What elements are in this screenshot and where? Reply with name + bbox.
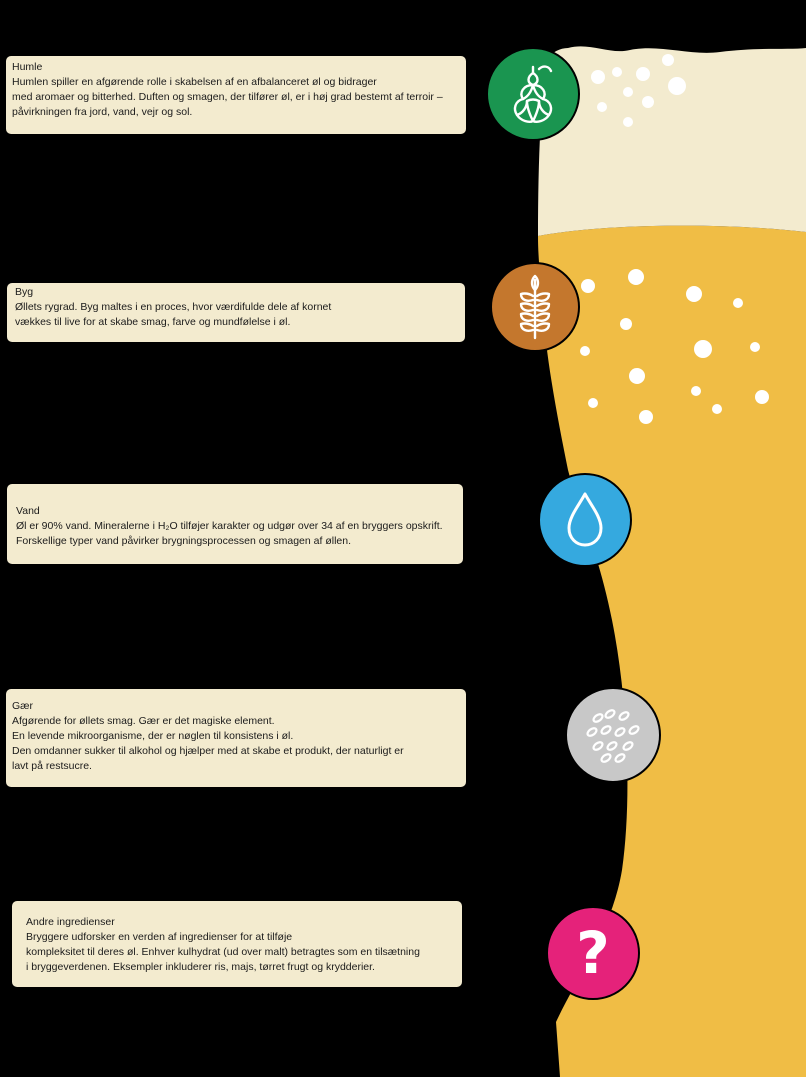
bubble	[612, 67, 622, 77]
card-line: Afgørende for øllets smag. Gær er det ma…	[12, 715, 275, 727]
card-line: lavt på restsucre.	[12, 760, 92, 772]
wheat-icon	[490, 262, 580, 352]
card-other: Andre ingredienser Bryggere udforsker en…	[12, 901, 462, 987]
card-title: Gær	[12, 700, 33, 712]
bubble	[639, 410, 653, 424]
bubble	[581, 279, 595, 293]
card-line: påvirkningen fra jord, vand, vejr og sol…	[12, 106, 193, 118]
card-line: vækkes til live for at skabe smag, farve…	[15, 316, 291, 328]
bubble	[662, 54, 674, 66]
bubble	[712, 404, 722, 414]
bubble	[591, 70, 605, 84]
card-hops: Humle Humlen spiller en afgørende rolle …	[6, 56, 466, 134]
question-mark-glyph: ?	[576, 919, 610, 987]
bubble	[733, 298, 743, 308]
bubble	[628, 269, 644, 285]
bubble-group	[580, 54, 769, 424]
card-line: Bryggere udforsker en verden af ingredie…	[26, 931, 293, 943]
bubble	[636, 67, 650, 81]
bubble	[623, 87, 633, 97]
bubble	[620, 318, 632, 330]
bubble	[686, 286, 702, 302]
bubble	[580, 346, 590, 356]
bubble	[597, 102, 607, 112]
beer-liquid	[538, 225, 806, 1077]
card-line: Den omdanner sukker til alkohol og hjælp…	[12, 745, 404, 757]
card-line: Forskellige typer vand påvirker brygning…	[16, 535, 352, 547]
card-water: Vand Øl er 90% vand. Mineralerne i H₂O t…	[7, 484, 463, 564]
bubble	[755, 390, 769, 404]
bubble	[588, 398, 598, 408]
bubble	[629, 368, 645, 384]
card-line: En levende mikroorganisme, der er nøglen…	[12, 730, 294, 742]
card-title: Andre ingredienser	[26, 916, 115, 928]
card-barley: Byg Øllets rygrad. Byg maltes i en proce…	[7, 283, 465, 342]
beer-foam	[538, 46, 806, 237]
bubble	[642, 96, 654, 108]
card-title: Humle	[12, 61, 43, 73]
card-line: Øl er 90% vand. Mineralerne i H₂O tilføj…	[16, 520, 443, 532]
card-title: Vand	[16, 505, 40, 517]
card-line: i bryggeverdenen. Eksempler inkluderer r…	[26, 961, 375, 973]
bubble	[668, 77, 686, 95]
bubble	[694, 340, 712, 358]
card-line: Øllets rygrad. Byg maltes i en proces, h…	[15, 301, 332, 313]
water-drop-icon	[538, 473, 632, 567]
yeast-icon	[565, 687, 661, 783]
hop-icon	[486, 47, 580, 141]
question-mark-icon: ?	[546, 906, 640, 1000]
card-line: kompleksitet til deres øl. Enhver kulhyd…	[26, 946, 420, 958]
card-line: med aromaer og bitterhed. Duften og smag…	[12, 91, 443, 103]
card-title: Byg	[15, 286, 34, 298]
bubble	[623, 117, 633, 127]
bubble	[691, 386, 701, 396]
card-yeast: Gær Afgørende for øllets smag. Gær er de…	[6, 689, 466, 787]
card-line: Humlen spiller en afgørende rolle i skab…	[12, 76, 377, 88]
bubble	[750, 342, 760, 352]
